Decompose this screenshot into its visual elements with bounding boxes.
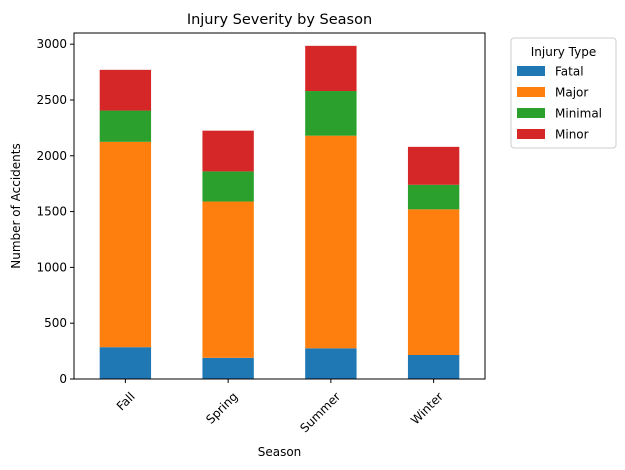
legend-frame: [510, 37, 617, 149]
x-tick-label: Summer: [297, 389, 343, 435]
plot-frame: [73, 32, 486, 380]
plot-area: 0 500 1000 1500 2000 2500 3000 Fall Spring Summe…: [36, 32, 486, 435]
y-tick-label: 1500: [36, 205, 67, 219]
y-tick-label: 0: [59, 372, 67, 386]
y-tick-label: 2000: [36, 149, 67, 163]
bar-minimal-fall: [99, 110, 152, 142]
bar-major-winter: [407, 209, 460, 356]
y-axis-label: Number of Accidents: [9, 143, 23, 269]
legend: Injury Type Fatal Major Minimal Minor: [510, 37, 617, 149]
bar-fatal-spring: [202, 357, 254, 379]
bar-major-summer: [305, 135, 357, 349]
chart-title: Injury Severity by Season: [187, 12, 372, 28]
legend-swatch-fatal: [517, 66, 545, 76]
bar-minor-summer: [305, 45, 357, 92]
legend-label-minor: Minor: [555, 128, 589, 142]
bar-fatal-summer: [305, 348, 357, 379]
legend-label-fatal: Fatal: [555, 65, 584, 79]
y-tick-label: 1000: [36, 260, 67, 274]
legend-swatch-major: [517, 87, 545, 97]
bar-major-fall: [99, 141, 152, 348]
x-tick-label: Spring: [203, 389, 240, 426]
y-tick-label: 3000: [36, 37, 67, 51]
bars: [99, 45, 460, 379]
legend-label-major: Major: [555, 86, 588, 100]
bar-minimal-spring: [202, 171, 254, 202]
x-tick-label: Winter: [408, 389, 446, 427]
legend-title: Injury Type: [531, 45, 597, 59]
x-axis-label: Season: [258, 445, 302, 459]
y-tick-label: 2500: [36, 93, 67, 107]
bar-fatal-winter: [407, 355, 460, 379]
legend-swatch-minimal: [517, 108, 545, 118]
legend-items: Fatal Major Minimal Minor: [517, 65, 602, 142]
bar-minimal-winter: [407, 184, 460, 210]
bar-minor-winter: [407, 146, 460, 185]
legend-swatch-minor: [517, 129, 545, 139]
bar-major-spring: [202, 201, 254, 358]
bar-minor-spring: [202, 130, 254, 172]
y-tick-label: 500: [44, 316, 67, 330]
bar-fatal-fall: [99, 347, 152, 379]
x-axis-ticks: Fall Spring Summer Winter: [114, 379, 446, 435]
legend-label-minimal: Minimal: [555, 107, 602, 121]
x-tick-label: Fall: [114, 389, 138, 413]
y-axis-ticks: 0 500 1000 1500 2000 2500 3000: [36, 37, 74, 386]
bar-minimal-summer: [305, 91, 357, 136]
bar-minor-fall: [99, 69, 152, 111]
